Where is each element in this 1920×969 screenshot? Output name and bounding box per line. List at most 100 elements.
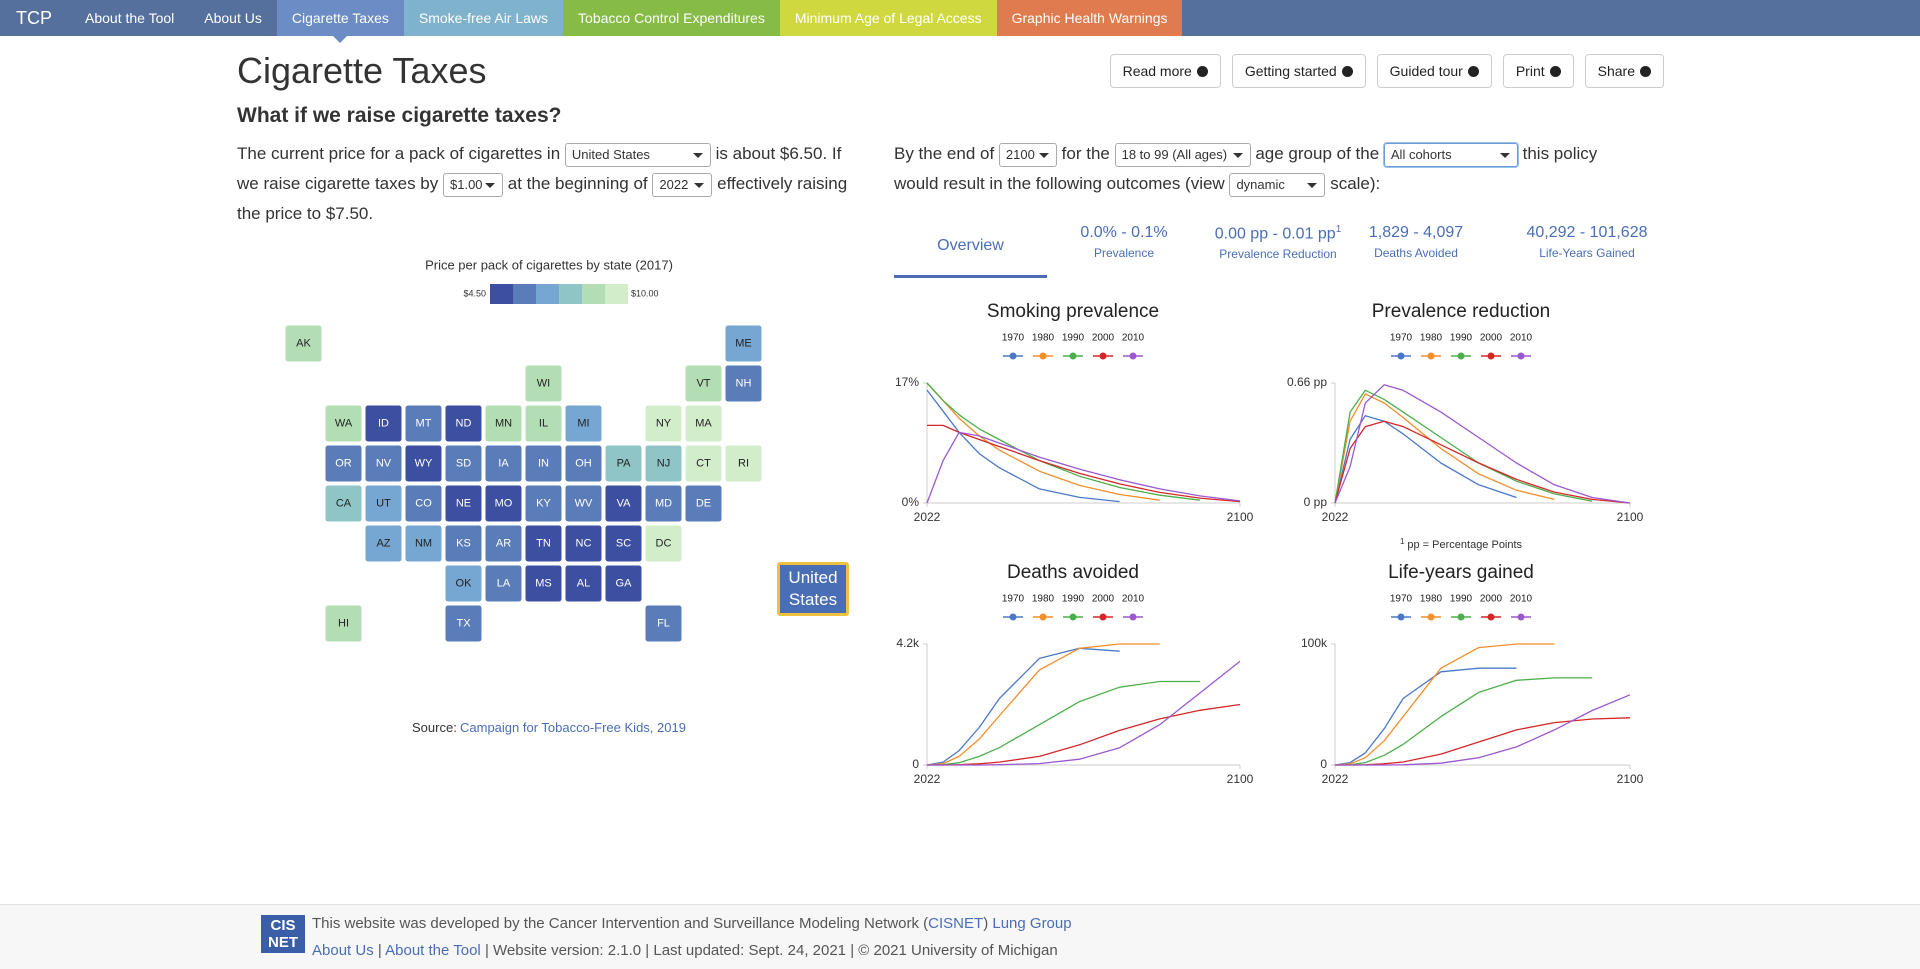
legend-label: 2010 xyxy=(1510,333,1533,344)
footer-line: About Us | About the Tool | Website vers… xyxy=(312,942,1058,959)
year-select[interactable]: 2022 xyxy=(652,172,713,197)
state[interactable] xyxy=(564,404,603,443)
tab-value: 0.00 pp - 0.01 pp1 xyxy=(1188,224,1368,243)
value: 0.0% - 0.1% xyxy=(1080,224,1168,241)
state[interactable] xyxy=(444,604,483,643)
lung-group-link[interactable]: Lung Group xyxy=(992,915,1072,932)
state[interactable] xyxy=(524,524,563,563)
nav-item[interactable]: Minimum Age of Legal Access xyxy=(779,0,997,36)
state[interactable] xyxy=(564,484,603,523)
overview-tab[interactable]: Overview xyxy=(894,232,1047,278)
state[interactable] xyxy=(684,404,723,443)
nav-item[interactable]: About the Tool xyxy=(70,0,190,36)
state[interactable] xyxy=(444,564,483,603)
state[interactable] xyxy=(564,444,603,483)
series-line xyxy=(1334,667,1517,766)
state[interactable] xyxy=(724,324,763,363)
tax-select[interactable]: $1.00 xyxy=(443,172,503,197)
state[interactable] xyxy=(444,524,483,563)
state[interactable] xyxy=(364,404,403,443)
state[interactable] xyxy=(444,444,483,483)
state[interactable] xyxy=(724,444,763,483)
age-select[interactable]: 18 to 99 (All ages) xyxy=(1114,142,1251,167)
scale-select[interactable]: dynamic xyxy=(1229,172,1326,197)
state[interactable] xyxy=(524,364,563,403)
state[interactable] xyxy=(364,524,403,563)
state[interactable] xyxy=(524,484,563,523)
outcome-tab[interactable]: 0.0% - 0.1% Prevalence xyxy=(1034,224,1214,260)
state[interactable] xyxy=(644,524,683,563)
header-button[interactable]: Guided tour xyxy=(1376,54,1492,88)
state[interactable] xyxy=(404,444,443,483)
state[interactable] xyxy=(404,484,443,523)
legend-dot xyxy=(1039,352,1047,360)
location-select[interactable]: United States xyxy=(564,142,711,167)
state[interactable] xyxy=(604,564,643,603)
state[interactable] xyxy=(524,404,563,443)
legend-swatch xyxy=(559,284,582,304)
header-button[interactable]: Getting started xyxy=(1231,54,1366,88)
outcome-tab[interactable]: 0.00 pp - 0.01 pp1 Prevalence Reduction xyxy=(1188,224,1368,261)
state-label: OH xyxy=(575,457,592,469)
state[interactable] xyxy=(724,364,763,403)
state[interactable] xyxy=(604,484,643,523)
nav-item[interactable]: Cigarette Taxes xyxy=(276,0,404,43)
state[interactable] xyxy=(644,444,683,483)
state[interactable] xyxy=(484,444,523,483)
legend-dot xyxy=(1069,613,1077,621)
state[interactable] xyxy=(484,404,523,443)
state[interactable] xyxy=(684,484,723,523)
chart-title: Deaths avoided xyxy=(1007,562,1139,583)
end-year-select[interactable]: 2100 xyxy=(998,142,1057,167)
state[interactable] xyxy=(604,444,643,483)
state[interactable] xyxy=(324,404,363,443)
state[interactable] xyxy=(404,524,443,563)
state[interactable] xyxy=(604,524,643,563)
state-label: MA xyxy=(695,417,712,429)
nav-item[interactable]: Smoke-free Air Laws xyxy=(403,0,564,36)
header-button[interactable]: Read more xyxy=(1109,54,1221,88)
state-label: TX xyxy=(456,617,471,629)
state[interactable] xyxy=(324,444,363,483)
about-tool-link[interactable]: About the Tool xyxy=(385,942,481,959)
state[interactable] xyxy=(364,484,403,523)
brand[interactable]: TCP xyxy=(16,8,52,28)
cohort-select[interactable]: All cohorts xyxy=(1383,142,1518,167)
about-us-link[interactable]: About Us xyxy=(312,942,374,959)
legend-dot xyxy=(1129,352,1137,360)
header-button[interactable]: Share xyxy=(1584,54,1664,88)
state[interactable] xyxy=(564,564,603,603)
series-line xyxy=(1334,393,1555,504)
nav-item[interactable]: Graphic Health Warnings xyxy=(996,0,1183,36)
state[interactable] xyxy=(684,364,723,403)
outcome-tab[interactable]: 1,829 - 4,097 Deaths Avoided xyxy=(1326,224,1506,260)
nav-item[interactable]: Tobacco Control Expenditures xyxy=(563,0,780,36)
state[interactable] xyxy=(524,444,563,483)
state[interactable] xyxy=(564,524,603,563)
state[interactable] xyxy=(324,484,363,523)
state[interactable] xyxy=(644,604,683,643)
state[interactable] xyxy=(324,604,363,643)
icon xyxy=(1196,65,1208,77)
state[interactable] xyxy=(684,444,723,483)
state[interactable] xyxy=(484,524,523,563)
nav-item[interactable]: About Us xyxy=(189,0,277,36)
state[interactable] xyxy=(364,444,403,483)
state[interactable] xyxy=(644,404,683,443)
header-button[interactable]: Print xyxy=(1502,54,1574,88)
source-link[interactable]: Campaign for Tobacco-Free Kids, 2019 xyxy=(460,720,686,735)
cisnet-link[interactable]: CISNET xyxy=(928,915,984,932)
state[interactable] xyxy=(284,324,323,363)
united-states-button[interactable]: United States xyxy=(777,562,849,616)
state[interactable] xyxy=(524,564,563,603)
state[interactable] xyxy=(644,484,683,523)
state[interactable] xyxy=(444,404,483,443)
separator: | xyxy=(377,942,382,959)
state[interactable] xyxy=(404,404,443,443)
state[interactable] xyxy=(484,564,523,603)
state[interactable] xyxy=(484,484,523,523)
x-tick-label: 2100 xyxy=(1617,772,1644,786)
state[interactable] xyxy=(444,484,483,523)
x-tick-label: 2100 xyxy=(1227,510,1254,524)
outcome-tab[interactable]: 40,292 - 101,628 Life-Years Gained xyxy=(1497,224,1677,260)
